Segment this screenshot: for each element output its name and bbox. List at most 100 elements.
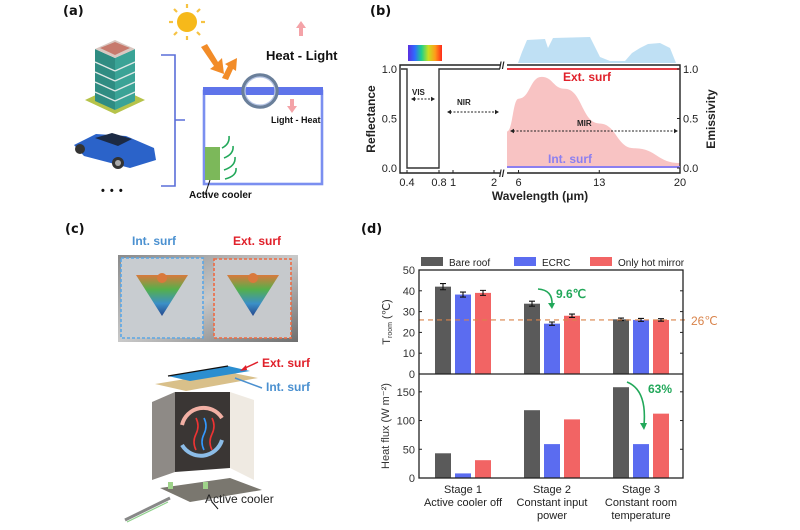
category-label: temperature [611,510,670,522]
reflectance-line [401,68,500,169]
temp-bar [524,303,540,374]
y-tick-label-right: 1.0 [683,64,698,76]
category-label: Stage 3 [622,484,660,496]
y-axis-label-right: Emissivity [704,89,718,149]
legend-swatch [514,257,536,266]
photo-ext-surf-label: Ext. surf [233,234,282,248]
temp-y-tick-label: 0 [409,369,415,381]
x-tick-label: 1 [450,177,456,189]
flux-reduction-arrowhead [640,423,647,430]
error-bar [638,317,644,322]
category-label: Constant input [517,497,588,509]
heat-up-arrow-icon [296,21,306,36]
y-axis-label-left: Reflectance [364,85,378,153]
panel-d-label: (d) [361,222,383,237]
stage-bar-chart: Bare roof ECRC Only hot mirror 26℃ 0 10 20 30 40… [380,257,718,522]
x-axis-label: Wavelength (μm) [492,189,588,203]
panel-a-label: (a) [63,4,84,19]
y-tick-label-left: 1.0 [382,64,397,76]
x-tick-label: 6 [515,177,521,189]
cooler-pointer [204,179,211,196]
category-label: Stage 2 [533,484,571,496]
heat-flux-bar [613,387,629,478]
temp-reduction-arrow [537,288,553,306]
temp-bar [613,319,629,374]
int-surf-label: Int. surf [548,152,593,166]
x-tick-label: 0.8 [431,177,446,189]
error-bar [569,313,575,318]
panel-a-illustration [74,4,324,196]
temp-y-tick-label: 40 [403,286,415,298]
atmospheric-transmittance [518,37,676,63]
temp-y-tick-label: 30 [403,307,415,319]
sample-photo [118,255,298,342]
axis-break-bottom: // [499,169,505,180]
heat-flux-bar [653,413,669,478]
flux-y-axis-label: Heat flux (W m⁻²) [380,383,392,469]
temp-bar [475,292,491,374]
temp-y-tick-label: 50 [403,265,415,277]
building-icon [85,40,145,114]
sunlight-arrows-icon [201,44,237,80]
flux-y-tick-label: 150 [397,387,415,399]
panel-c-label: (c) [65,222,85,237]
temp-reduction-label: 9.6℃ [556,287,586,301]
legend-label: Bare roof [449,258,490,269]
y-tick-label-left: 0.5 [382,114,397,126]
x-tick-label: 13 [593,177,605,189]
x-tick-label: 2 [491,177,497,189]
x-tick-label: 0.4 [399,177,414,189]
temp-reduction-arrowhead [548,303,555,309]
heat-down-arrow-icon [287,99,297,113]
active-cooler-base [160,478,262,502]
panel-c-illustration [118,255,298,523]
category-label: Constant room [605,497,677,509]
temp-y-axis-label: Troom (℃) [381,299,394,344]
x-tick-label: 20 [674,177,686,189]
panel-b-label: (b) [370,4,392,19]
reference-line-label: 26℃ [691,314,718,328]
logo-emblem-icon [227,273,279,316]
diagram-active-cooler-label: Active cooler [205,492,274,506]
vis-label: VIS [412,88,426,97]
temp-y-tick-label: 10 [403,348,415,360]
error-bar [460,291,466,298]
heat-flux-bar [475,460,491,478]
temp-bar [564,315,580,374]
error-bar [440,282,446,291]
heat-flux-bar [564,419,580,478]
legend-label: Only hot mirror [618,258,685,269]
heat-flux-bar [435,453,451,478]
heat-flux-bar [633,444,649,478]
category-label: power [537,510,567,522]
temp-bar [455,294,471,374]
legend-swatch [421,257,443,266]
flux-y-tick-label: 50 [403,444,415,456]
temp-bar [633,319,649,374]
heat-flux-bar [455,473,471,478]
legend-swatch [590,257,612,266]
hot-mirror-ring-icon [241,73,279,109]
temp-bar [544,323,560,374]
nir-label: NIR [457,98,471,107]
axis-break-top: // [499,61,505,72]
cooling-arrows-icon [221,135,237,180]
temp-y-tick-label: 20 [403,327,415,339]
blackbody-area [507,76,680,168]
active-cooler-block [205,147,220,180]
y-tick-label-right: 0.5 [683,114,698,126]
sun-icon [169,4,205,40]
error-bar [480,289,486,296]
heat-flux-bar [544,444,560,478]
car-icon [74,133,156,169]
ext-surf-layer [168,366,250,381]
category-label: Active cooler off [424,497,503,509]
photo-int-surf-label: Int. surf [132,234,176,248]
flux-reduction-label: 63% [648,382,672,396]
y-tick-label-right: 0.0 [683,163,698,175]
temp-bar [435,286,451,374]
diagram-ext-surf-label: Ext. surf [262,356,311,370]
hot-mirror-roof [203,87,323,95]
spectrum-chart: // // Ext. surf Int. surf VIS NIR MIR 0.4 0.8 1 2 6… [364,37,718,203]
category-label: Stage 1 [444,484,482,496]
